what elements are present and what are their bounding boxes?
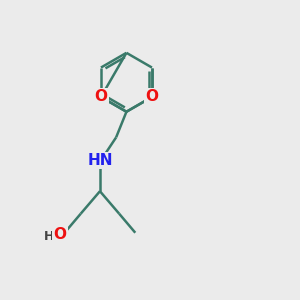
Text: HN: HN — [87, 153, 113, 168]
Text: H: H — [44, 230, 55, 243]
Text: O: O — [54, 227, 67, 242]
Text: O: O — [94, 89, 107, 104]
Text: ·: · — [51, 225, 56, 243]
Text: O: O — [146, 89, 158, 104]
